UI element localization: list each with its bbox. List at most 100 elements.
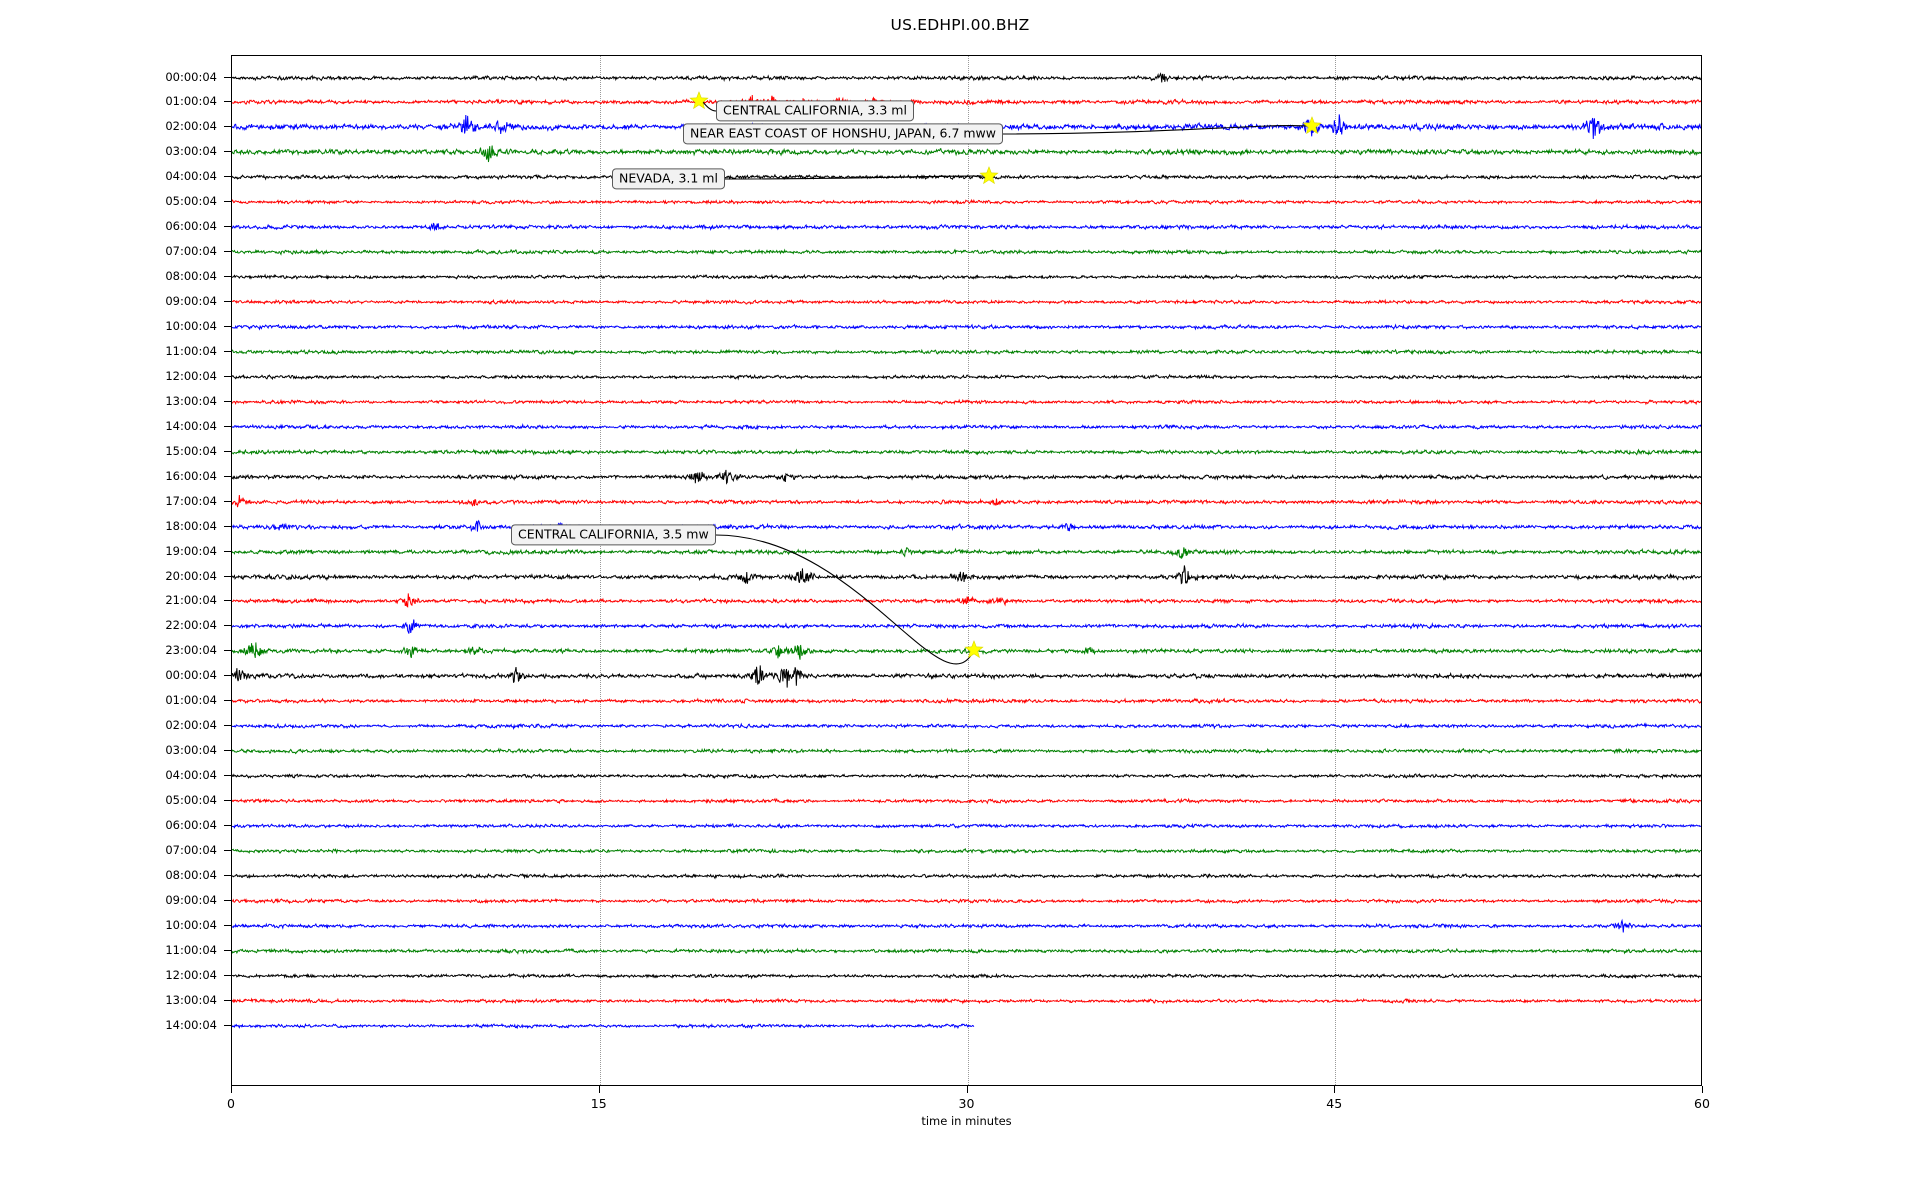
y-tick-label: 08:00:04 xyxy=(165,269,217,284)
y-tick-label: 01:00:04 xyxy=(165,94,217,109)
seismogram-trace xyxy=(232,404,1701,450)
x-tick-mark xyxy=(1702,1086,1703,1093)
y-tick-mark xyxy=(224,226,231,228)
x-axis: 0 15 30 45 60 xyxy=(227,1086,1710,1146)
y-tick-label: 17:00:04 xyxy=(165,493,217,508)
seismogram-trace xyxy=(232,953,1701,999)
seismogram-trace xyxy=(232,1003,1701,1049)
seismogram-trace xyxy=(232,578,1701,624)
y-tick-mark xyxy=(224,899,231,901)
y-tick-label: 04:00:04 xyxy=(165,169,217,184)
x-tick-mark xyxy=(1334,1086,1336,1093)
y-tick-mark xyxy=(224,201,231,203)
seismogram-trace xyxy=(232,154,1701,200)
y-tick-label: 08:00:04 xyxy=(165,867,217,882)
y-tick-label: 22:00:04 xyxy=(165,618,217,633)
y-tick-label: 18:00:04 xyxy=(165,518,217,533)
x-tick-mark xyxy=(231,1086,232,1093)
seismogram-trace xyxy=(232,179,1701,225)
y-tick-mark xyxy=(224,276,231,278)
seismogram-trace xyxy=(232,429,1701,475)
y-axis-labels: 00:00:04 01:00:04 02:00:04 03:00:04 04:00:04… xyxy=(0,55,231,1086)
y-tick-mark xyxy=(224,525,231,527)
seismogram-trace xyxy=(232,828,1701,874)
seismogram-trace xyxy=(232,728,1701,774)
y-tick-label: 12:00:04 xyxy=(165,368,217,383)
y-tick-label: 20:00:04 xyxy=(165,568,217,583)
seismogram-trace xyxy=(232,853,1701,899)
y-tick-mark xyxy=(224,126,231,128)
seismogram-trace xyxy=(232,628,1701,674)
event-label-box[interactable]: CENTRAL CALIFORNIA, 3.3 ml xyxy=(716,100,914,122)
y-tick-mark xyxy=(224,874,231,876)
y-tick-mark xyxy=(224,550,231,552)
y-tick-label: 09:00:04 xyxy=(165,892,217,907)
y-tick-label: 00:00:04 xyxy=(165,69,217,84)
y-tick-mark xyxy=(224,750,231,752)
x-tick-label: 15 xyxy=(590,1096,607,1111)
y-tick-label: 11:00:04 xyxy=(165,942,217,957)
y-tick-mark xyxy=(224,999,231,1001)
seismogram-trace xyxy=(232,554,1701,600)
y-tick-label: 15:00:04 xyxy=(165,443,217,458)
y-tick-label: 06:00:04 xyxy=(165,818,217,832)
y-tick-label: 13:00:04 xyxy=(165,393,217,408)
seismogram-trace xyxy=(232,778,1701,824)
y-tick-mark xyxy=(224,650,231,652)
y-tick-mark xyxy=(224,475,231,477)
x-tick-label: 45 xyxy=(1326,1096,1343,1111)
y-tick-mark xyxy=(224,675,231,677)
x-axis-title: time in minutes xyxy=(921,1114,1012,1128)
y-tick-mark xyxy=(224,575,231,577)
x-tick-label: 60 xyxy=(1694,1096,1710,1111)
seismogram-trace xyxy=(232,379,1701,425)
y-tick-mark xyxy=(224,725,231,727)
y-tick-mark xyxy=(224,301,231,303)
seismogram-trace xyxy=(232,978,1701,1024)
y-tick-mark xyxy=(224,974,231,976)
y-tick-label: 10:00:04 xyxy=(165,319,217,333)
seismogram-trace xyxy=(232,803,1701,849)
seismogram-trace xyxy=(232,504,1701,550)
y-tick-label: 05:00:04 xyxy=(165,194,217,209)
grid-line-15 xyxy=(599,56,601,1085)
x-tick-label: 30 xyxy=(958,1096,975,1111)
seismogram-trace xyxy=(232,529,1701,575)
y-tick-mark xyxy=(224,425,231,427)
event-label-box[interactable]: NEVADA, 3.1 ml xyxy=(612,168,725,190)
y-tick-mark xyxy=(224,600,231,602)
y-tick-label: 21:00:04 xyxy=(165,593,217,608)
y-tick-mark xyxy=(224,176,231,178)
grid-line-30 xyxy=(967,56,969,1085)
y-tick-label: 01:00:04 xyxy=(165,693,217,708)
seismogram-trace xyxy=(232,55,1701,101)
y-tick-label: 12:00:04 xyxy=(165,967,217,982)
y-tick-mark xyxy=(224,400,231,402)
seismogram-trace xyxy=(232,753,1701,799)
y-tick-label: 05:00:04 xyxy=(165,793,217,808)
y-tick-mark xyxy=(224,251,231,253)
y-tick-label: 19:00:04 xyxy=(165,543,217,558)
seismogram-trace xyxy=(232,703,1701,749)
y-tick-mark xyxy=(224,625,231,627)
seismogram-trace xyxy=(232,79,1701,125)
x-tick-label: 0 xyxy=(227,1096,235,1111)
grid-line-45 xyxy=(1335,56,1337,1085)
y-tick-label: 06:00:04 xyxy=(165,219,217,234)
y-tick-mark xyxy=(224,949,231,951)
event-label-box[interactable]: NEAR EAST COAST OF HONSHU, JAPAN, 6.7 mw… xyxy=(683,123,1003,145)
y-tick-mark xyxy=(224,101,231,103)
y-tick-mark xyxy=(224,375,231,377)
seismogram-axes xyxy=(231,55,1702,1086)
y-tick-mark xyxy=(224,775,231,777)
y-tick-label: 03:00:04 xyxy=(165,743,217,758)
seismogram-trace xyxy=(232,204,1701,250)
seismogram-trace xyxy=(232,653,1701,699)
event-label-box[interactable]: CENTRAL CALIFORNIA, 3.5 mw xyxy=(511,524,716,546)
y-tick-label: 07:00:04 xyxy=(165,244,217,259)
y-tick-label: 02:00:04 xyxy=(165,718,217,733)
page-title: US.EDHPI.00.BHZ xyxy=(890,16,1030,34)
y-tick-label: 09:00:04 xyxy=(165,294,217,309)
y-tick-label: 11:00:04 xyxy=(165,343,217,358)
seismogram-trace xyxy=(232,479,1701,525)
